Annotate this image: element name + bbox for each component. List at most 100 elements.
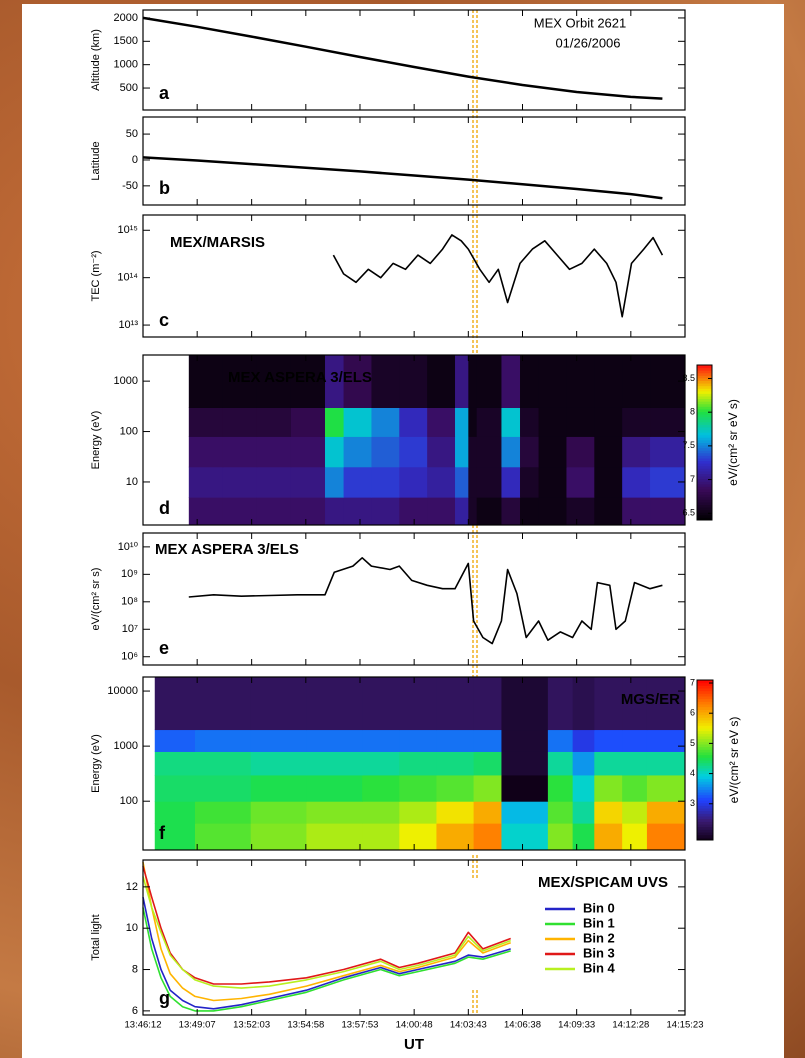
heatmap-cell	[325, 497, 345, 526]
colorbar-step	[697, 514, 712, 518]
heatmap-cell	[501, 677, 549, 731]
heatmap-cell	[646, 751, 686, 776]
heatmap-cell	[371, 355, 400, 408]
y-tick-label: -50	[122, 180, 138, 192]
y-tick-label: 10¹⁵	[118, 224, 138, 236]
heatmap-cell	[250, 751, 307, 776]
legend-label: Bin 4	[583, 960, 616, 975]
y-tick-label: 1000	[114, 59, 138, 71]
colorbar-step	[697, 709, 713, 713]
x-tick-label: 13:46:12	[125, 1020, 162, 1031]
y-axis-label: Latitude	[90, 141, 102, 180]
colorbar-step	[697, 437, 712, 441]
colorbar-step	[697, 442, 712, 446]
y-tick-label: 6	[132, 1005, 138, 1017]
heatmap-cell	[594, 436, 623, 468]
y-axis-label: Energy (eV)	[90, 734, 102, 793]
colorbar-step	[697, 499, 712, 503]
y-tick-label: 10⁷	[122, 623, 138, 635]
heatmap-cell	[154, 677, 196, 731]
heatmap-cell	[195, 774, 252, 802]
colorbar-step	[697, 720, 713, 724]
colorbar-step	[697, 445, 712, 449]
x-tick-label: 14:06:38	[504, 1020, 541, 1031]
x-tick-label: 14:03:43	[450, 1020, 487, 1031]
colorbar-label: eV/(cm² sr eV s)	[727, 717, 741, 804]
heatmap-cell	[538, 436, 567, 468]
heatmap-cell	[188, 436, 224, 468]
colorbar-step	[697, 401, 712, 405]
colorbar-step	[697, 762, 713, 766]
heatmap-cell	[290, 436, 326, 468]
y-tick-label: 500	[120, 82, 138, 94]
colorbar-step	[697, 427, 712, 431]
colorbar-step	[697, 760, 713, 764]
colorbar-step	[697, 794, 713, 798]
colorbar-step	[697, 786, 713, 790]
heatmap-cell	[538, 407, 567, 437]
colorbar-step	[697, 693, 713, 697]
heatmap-cell	[622, 751, 648, 776]
colorbar-step	[697, 504, 712, 508]
heatmap-cell	[325, 466, 345, 498]
panel-label: e	[159, 638, 169, 658]
heatmap-cell	[371, 436, 400, 468]
heatmap-cell	[154, 729, 196, 752]
colorbar-step	[697, 792, 713, 796]
heatmap-cell	[399, 774, 437, 802]
heatmap-cell	[473, 823, 502, 851]
heatmap-cell	[476, 436, 502, 468]
x-tick-label: 13:57:53	[341, 1020, 378, 1031]
colorbar-step	[697, 489, 712, 493]
colorbar-step	[697, 778, 713, 782]
heatmap-cell	[473, 801, 502, 824]
heatmap-cell	[250, 823, 307, 851]
heatmap-cell	[195, 677, 252, 731]
colorbar-step	[697, 491, 712, 495]
heatmap-cell	[343, 355, 372, 408]
colorbar-step	[697, 434, 712, 438]
heatmap-cell	[566, 355, 595, 408]
heatmap-cell	[468, 466, 478, 498]
x-tick-label: 14:00:48	[396, 1020, 433, 1031]
heatmap-cell	[622, 729, 648, 752]
colorbar-step	[697, 680, 713, 684]
heatmap-cell	[399, 497, 428, 526]
colorbar-step	[697, 385, 712, 389]
heatmap-cell	[250, 729, 307, 752]
heatmap-cell	[250, 677, 307, 731]
heatmap-cell	[399, 729, 437, 752]
colorbar-step	[697, 421, 712, 425]
colorbar-frame	[696, 364, 713, 521]
colorbar-step	[697, 429, 712, 433]
heatmap-cell	[427, 436, 456, 468]
heatmap-cell	[362, 751, 400, 776]
heatmap-cell	[222, 407, 258, 437]
heatmap-cell	[501, 774, 549, 802]
colorbar-step	[697, 688, 713, 692]
colorbar-step	[697, 706, 713, 710]
colorbar-step	[697, 414, 712, 418]
colorbar-step	[697, 377, 712, 381]
heatmap-cell	[566, 497, 595, 526]
colorbar-step	[697, 741, 713, 745]
y-tick-label: 10	[126, 476, 138, 488]
heatmap-cell	[436, 801, 475, 824]
colorbar-tick-label: 3	[690, 798, 695, 808]
heatmap-cell	[473, 774, 502, 802]
colorbar-tick-label: 6.5	[682, 508, 695, 518]
heatmap-cell	[572, 774, 595, 802]
heatmap-cell	[646, 801, 686, 824]
colorbar-step	[697, 744, 713, 748]
colorbar-tick-label: 7	[690, 474, 695, 484]
panel-title: MEX Orbit 2621	[534, 15, 627, 30]
colorbar-step	[697, 698, 713, 702]
heatmap-cell	[222, 436, 258, 468]
heatmap-cell	[501, 801, 549, 824]
colorbar-step	[697, 784, 713, 788]
colorbar-step	[697, 690, 713, 694]
data-line	[332, 234, 664, 318]
colorbar-tick-label: 8	[690, 407, 695, 417]
colorbar-step	[697, 797, 713, 801]
